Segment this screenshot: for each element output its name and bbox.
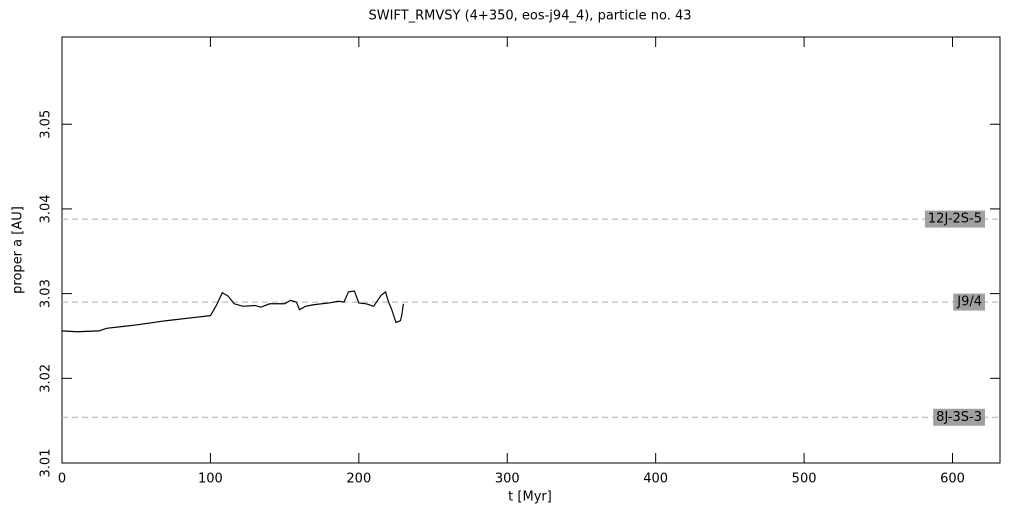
resonance-label: J9/4 <box>956 295 982 310</box>
resonance-label: 12J-2S-5 <box>928 212 982 227</box>
resonance-label-box <box>953 293 985 311</box>
x-tick-label: 600 <box>940 472 965 487</box>
x-tick-label: 0 <box>58 472 66 487</box>
y-tick-label: 3.02 <box>39 364 54 393</box>
x-tick-label: 300 <box>495 472 520 487</box>
y-tick-label: 3.04 <box>39 194 54 223</box>
x-tick-label: 400 <box>643 472 668 487</box>
x-tick-label: 100 <box>198 472 223 487</box>
x-tick-label: 500 <box>792 472 817 487</box>
y-tick-label: 3.03 <box>39 279 54 308</box>
y-tick-label: 3.05 <box>39 110 54 139</box>
y-axis-label: proper a [AU] <box>11 206 26 294</box>
resonance-label: 8J-3S-3 <box>936 410 982 425</box>
plot-frame <box>61 36 1001 464</box>
x-tick-label: 200 <box>346 472 371 487</box>
resonance-label-box <box>933 408 985 426</box>
data-line <box>61 290 404 333</box>
chart-title: SWIFT_RMVSY (4+350, eos-j94_4), particle… <box>368 9 691 24</box>
x-axis-label: t [Myr] <box>508 490 552 505</box>
resonance-label-box <box>924 210 985 228</box>
y-tick-label: 3.01 <box>39 449 54 478</box>
